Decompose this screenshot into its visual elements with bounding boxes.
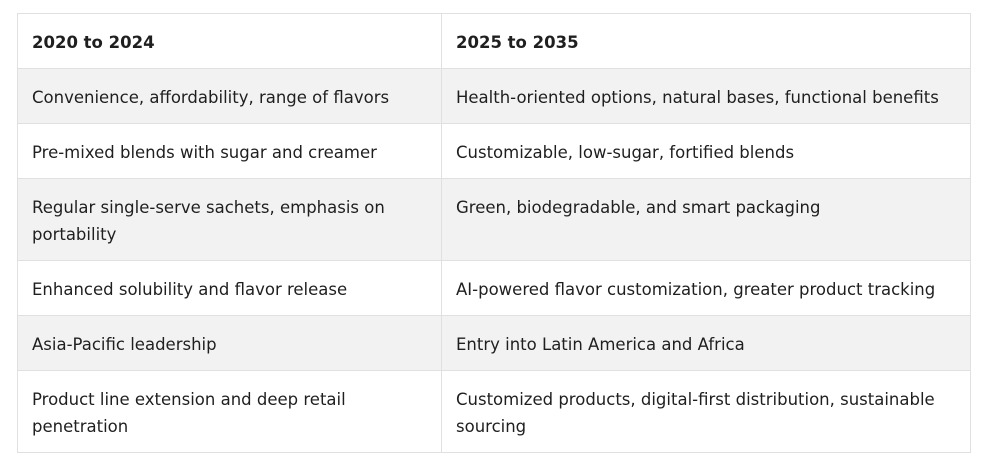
- comparison-table-container: 2020 to 2024 2025 to 2035 Convenience, a…: [17, 13, 971, 453]
- table-cell-2020-2024: Asia-Pacific leadership: [17, 315, 442, 371]
- table-row: Convenience, affordability, range of fla…: [17, 68, 971, 124]
- column-header-2020-2024: 2020 to 2024: [17, 13, 442, 69]
- table-row: Regular single-serve sachets, emphasis o…: [17, 178, 971, 261]
- table-row: Pre-mixed blends with sugar and creamer …: [17, 123, 971, 179]
- table-row: Enhanced solubility and flavor release A…: [17, 260, 971, 316]
- table-cell-2025-2035: AI-powered flavor customization, greater…: [441, 260, 971, 316]
- table-cell-2020-2024: Regular single-serve sachets, emphasis o…: [17, 178, 442, 261]
- column-header-2025-2035: 2025 to 2035: [441, 13, 971, 69]
- table-cell-2025-2035: Health-oriented options, natural bases, …: [441, 68, 971, 124]
- table-cell-2020-2024: Convenience, affordability, range of fla…: [17, 68, 442, 124]
- table-row: Asia-Pacific leadership Entry into Latin…: [17, 315, 971, 371]
- table-header-row: 2020 to 2024 2025 to 2035: [17, 13, 971, 69]
- table-row: Product line extension and deep retail p…: [17, 370, 971, 453]
- table-cell-2025-2035: Customized products, digital-first distr…: [441, 370, 971, 453]
- table-cell-2025-2035: Customizable, low-sugar, fortified blend…: [441, 123, 971, 179]
- table-cell-2020-2024: Enhanced solubility and flavor release: [17, 260, 442, 316]
- table-cell-2020-2024: Pre-mixed blends with sugar and creamer: [17, 123, 442, 179]
- table-cell-2020-2024: Product line extension and deep retail p…: [17, 370, 442, 453]
- comparison-table: 2020 to 2024 2025 to 2035 Convenience, a…: [17, 13, 971, 453]
- table-cell-2025-2035: Green, biodegradable, and smart packagin…: [441, 178, 971, 261]
- table-cell-2025-2035: Entry into Latin America and Africa: [441, 315, 971, 371]
